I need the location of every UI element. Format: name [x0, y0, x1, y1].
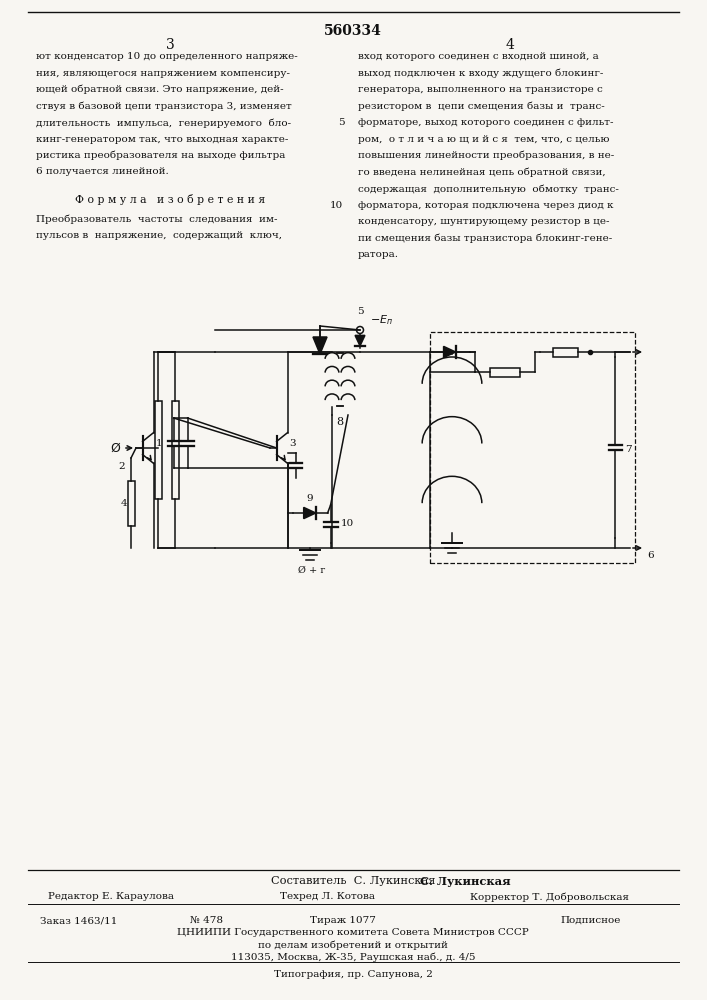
Text: 4: 4 [120, 498, 127, 508]
Text: 6 получается линейной.: 6 получается линейной. [36, 167, 169, 176]
Bar [155, 401, 161, 499]
Text: пи смещения базы транзистора блокинг-гене-: пи смещения базы транзистора блокинг-ген… [358, 233, 612, 243]
Bar [490, 367, 520, 376]
Text: ют конденсатор 10 до определенного напряже-: ют конденсатор 10 до определенного напря… [36, 52, 298, 61]
Polygon shape [304, 507, 316, 519]
Text: ющей обратной связи. Это напряжение, дей-: ющей обратной связи. Это напряжение, дей… [36, 85, 284, 95]
Text: Ф о р м у л а   и з о б р е т е н и я: Ф о р м у л а и з о б р е т е н и я [75, 194, 265, 205]
Text: 560334: 560334 [324, 24, 382, 38]
Text: 10: 10 [329, 200, 343, 210]
Text: ристика преобразователя на выходе фильтра: ристика преобразователя на выходе фильтр… [36, 151, 286, 160]
Text: содержащая  дополнительную  обмотку  транс-: содержащая дополнительную обмотку транс- [358, 184, 619, 194]
Text: выход подключен к входу ждущего блокинг-: выход подключен к входу ждущего блокинг- [358, 68, 603, 78]
Text: Ø: Ø [110, 442, 120, 454]
Text: С. Лукинская: С. Лукинская [420, 876, 510, 887]
Text: Тираж 1077: Тираж 1077 [310, 916, 376, 925]
Text: форматоре, выход которого соединен с фильт-: форматоре, выход которого соединен с фил… [358, 118, 614, 127]
Text: Типография, пр. Сапунова, 2: Типография, пр. Сапунова, 2 [274, 970, 433, 979]
Text: Ø + г: Ø + г [298, 566, 326, 575]
Text: Преобразователь  частоты  следования  им-: Преобразователь частоты следования им- [36, 214, 278, 224]
Text: ром,  о т л и ч а ю щ и й с я  тем, что, с целью: ром, о т л и ч а ю щ и й с я тем, что, с… [358, 134, 609, 143]
Polygon shape [313, 337, 327, 354]
Text: 9: 9 [307, 494, 313, 503]
Text: длительность  импульса,  генерируемого  бло-: длительность импульса, генерируемого бло… [36, 118, 291, 127]
Text: 2: 2 [119, 462, 125, 471]
Text: вход которого соединен с входной шиной, а: вход которого соединен с входной шиной, … [358, 52, 599, 61]
Bar [172, 401, 178, 499]
Text: повышения линейности преобразования, в не-: повышения линейности преобразования, в н… [358, 151, 614, 160]
Text: 7: 7 [625, 446, 631, 454]
Text: форматора, которая подключена через диод к: форматора, которая подключена через диод… [358, 200, 614, 210]
Text: го введена нелинейная цепь обратной связи,: го введена нелинейная цепь обратной связ… [358, 167, 606, 177]
Text: 8: 8 [337, 417, 344, 427]
Text: 113035, Москва, Ж-35, Раушская наб., д. 4/5: 113035, Москва, Ж-35, Раушская наб., д. … [230, 952, 475, 962]
Text: Корректор Т. Добровольская: Корректор Т. Добровольская [470, 892, 629, 902]
Text: кинг-генератором так, что выходная характе-: кинг-генератором так, что выходная харак… [36, 134, 288, 143]
Text: пульсов в  напряжение,  содержащий  ключ,: пульсов в напряжение, содержащий ключ, [36, 231, 282, 239]
Polygon shape [443, 346, 455, 358]
Text: $-E_{п}$: $-E_{п}$ [370, 313, 393, 327]
Polygon shape [355, 335, 365, 346]
Text: № 478: № 478 [190, 916, 223, 925]
Text: 1: 1 [156, 438, 162, 448]
Text: 3: 3 [165, 38, 175, 52]
Text: резистором в  цепи смещения базы и  транс-: резистором в цепи смещения базы и транс- [358, 102, 604, 111]
Text: генератора, выполненного на транзисторе с: генератора, выполненного на транзисторе … [358, 85, 603, 94]
Bar [127, 481, 134, 526]
Text: ния, являющегося напряжением компенсиру-: ния, являющегося напряжением компенсиру- [36, 68, 290, 78]
Text: ЦНИИПИ Государственного комитета Совета Министров СССР: ЦНИИПИ Государственного комитета Совета … [177, 928, 529, 937]
Text: Составитель  С. Лукинская: Составитель С. Лукинская [271, 876, 436, 886]
Text: ратора.: ратора. [358, 250, 399, 259]
Text: 10: 10 [341, 520, 354, 528]
Text: Техред Л. Котова: Техред Л. Котова [280, 892, 375, 901]
Bar [552, 348, 578, 357]
Text: конденсатору, шунтирующему резистор в це-: конденсатору, шунтирующему резистор в це… [358, 217, 609, 226]
Text: по делам изобретений и открытий: по делам изобретений и открытий [258, 940, 448, 950]
Bar [430, 332, 635, 563]
Text: Заказ 1463/11: Заказ 1463/11 [40, 916, 117, 925]
Text: 4: 4 [506, 38, 515, 52]
Text: Подписное: Подписное [560, 916, 620, 925]
Text: 5: 5 [339, 118, 345, 127]
Text: ствуя в базовой цепи транзистора 3, изменяет: ствуя в базовой цепи транзистора 3, изме… [36, 102, 292, 111]
Text: Редактор Е. Караулова: Редактор Е. Караулова [48, 892, 174, 901]
Text: 3: 3 [290, 438, 296, 448]
Text: 5: 5 [357, 307, 363, 316]
Text: 6: 6 [647, 551, 654, 560]
